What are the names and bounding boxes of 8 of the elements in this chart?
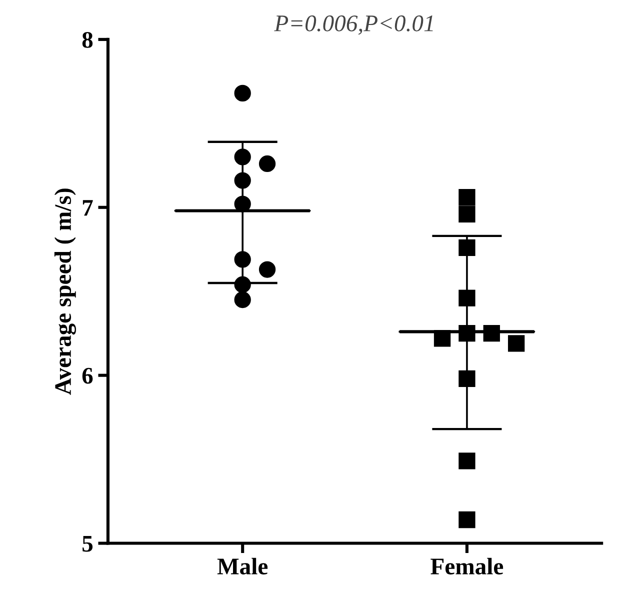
y-tick-label: 7 (82, 200, 93, 216)
y-tick-label: 5 (82, 536, 93, 552)
y-axis-title: Average speed ( m/s) (54, 188, 76, 395)
y-tick-label: 8 (82, 32, 93, 48)
x-tick-label: Female (430, 558, 504, 574)
x-tick-label: Male (217, 558, 268, 574)
y-tick-label: 6 (82, 368, 93, 384)
chart-title: P=0.006,P<0.01 (274, 15, 433, 35)
